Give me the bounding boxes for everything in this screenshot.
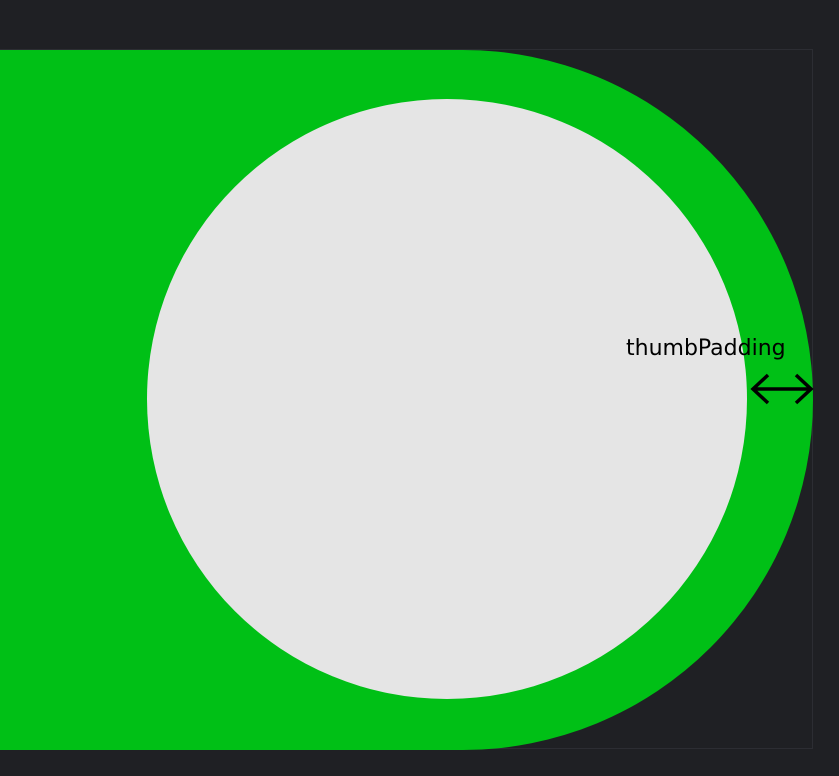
double-headed-arrow-icon (750, 373, 814, 405)
switch-thumb (147, 99, 747, 699)
thumb-padding-label: thumbPadding (626, 336, 786, 361)
